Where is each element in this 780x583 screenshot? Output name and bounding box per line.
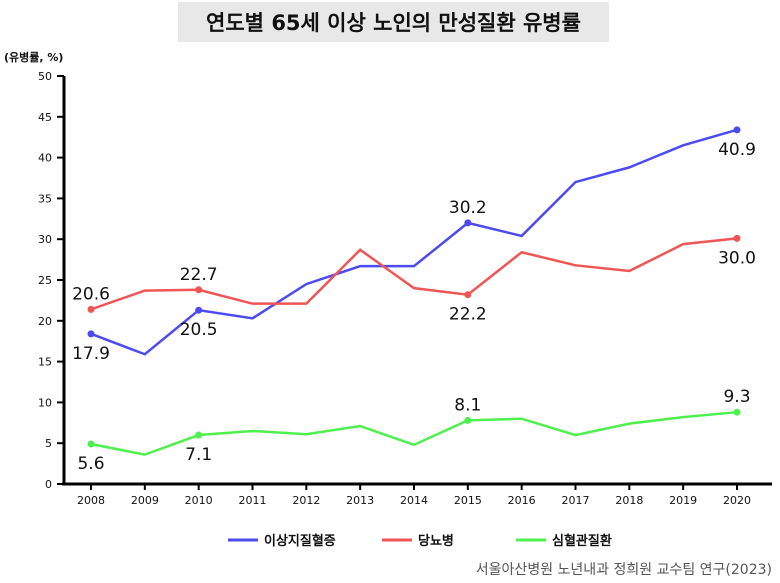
x-tick-label: 2014: [400, 494, 428, 507]
y-tick-label: 0: [45, 478, 52, 491]
data-point: [87, 305, 95, 313]
x-tick-label: 2008: [77, 494, 105, 507]
data-point: [733, 126, 741, 134]
data-point: [464, 416, 472, 424]
x-tick-label: 2020: [723, 494, 751, 507]
x-tick-label: 2019: [669, 494, 697, 507]
data-label: 22.7: [180, 265, 218, 285]
x-tick-label: 2009: [131, 494, 159, 507]
data-label: 30.0: [718, 248, 756, 268]
data-label: 7.1: [185, 445, 212, 465]
x-tick-label: 2016: [508, 494, 536, 507]
legend-label: 이상지질혈증: [264, 533, 336, 549]
source-note: 서울아산병원 노년내과 정희원 교수팀 연구(2023): [475, 562, 772, 578]
data-point: [733, 408, 741, 416]
y-tick-label: 20: [38, 315, 52, 328]
x-tick-label: 2015: [454, 494, 482, 507]
x-tick-label: 2013: [346, 494, 374, 507]
y-tick-label: 30: [38, 233, 52, 246]
x-tick-label: 2018: [615, 494, 643, 507]
x-tick-label: 2011: [239, 494, 267, 507]
y-tick-label: 45: [38, 111, 52, 124]
data-label: 17.9: [72, 344, 110, 364]
data-point: [87, 440, 95, 448]
data-label: 20.6: [72, 284, 110, 304]
legend-label: 심혈관질환: [552, 533, 612, 549]
x-tick-label: 2012: [292, 494, 320, 507]
y-tick-label: 35: [38, 192, 52, 205]
y-tick-label: 50: [38, 70, 52, 83]
x-tick-label: 2010: [185, 494, 213, 507]
data-point: [733, 234, 741, 242]
data-point: [195, 431, 203, 439]
y-tick-label: 10: [38, 396, 52, 409]
y-axis-label: (유병률, %): [4, 51, 64, 64]
data-point: [87, 330, 95, 338]
data-label: 30.2: [449, 198, 487, 218]
y-tick-label: 15: [38, 356, 52, 369]
data-label: 9.3: [723, 387, 750, 407]
data-point: [464, 219, 472, 227]
data-label: 20.5: [180, 320, 218, 340]
data-point: [464, 291, 472, 299]
data-point: [195, 286, 203, 294]
data-label: 8.1: [454, 395, 481, 415]
y-tick-label: 5: [45, 437, 52, 450]
data-label: 22.2: [449, 305, 487, 325]
y-tick-label: 25: [38, 274, 52, 287]
x-tick-label: 2017: [562, 494, 590, 507]
data-point: [195, 306, 203, 314]
data-label: 40.9: [718, 140, 756, 160]
y-tick-label: 40: [38, 152, 52, 165]
data-label: 5.6: [77, 454, 104, 474]
legend-label: 당뇨병: [418, 533, 454, 549]
chart-title: 연도별 65세 이상 노인의 만성질환 유병률: [178, 2, 609, 42]
